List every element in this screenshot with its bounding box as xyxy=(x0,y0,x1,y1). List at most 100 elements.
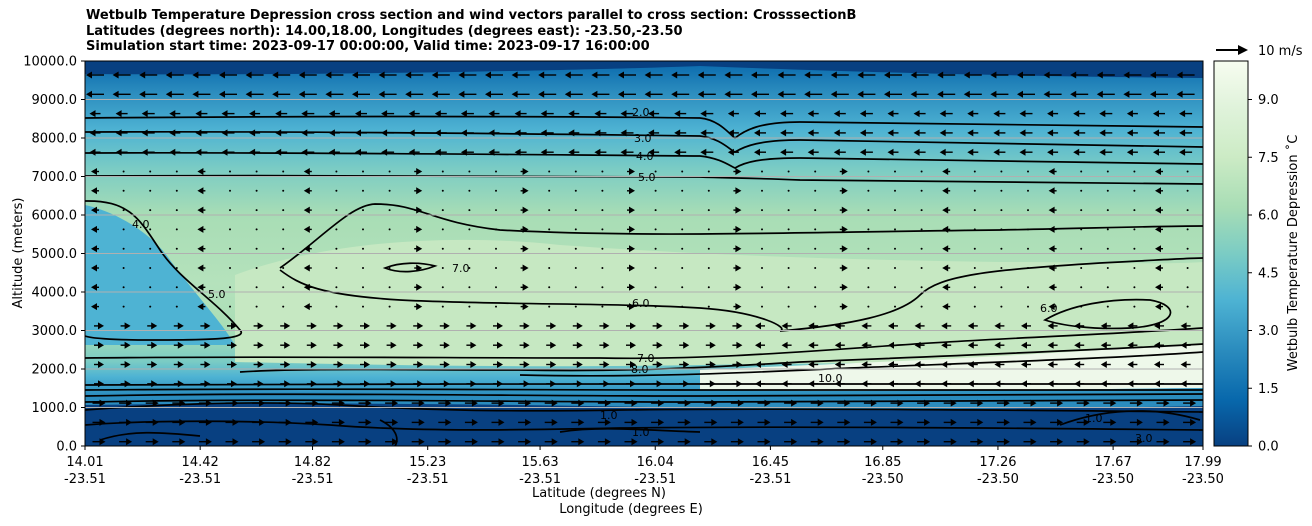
wind-arrowhead xyxy=(1123,71,1130,79)
wind-arrowhead xyxy=(470,380,477,388)
wind-dot xyxy=(920,209,923,212)
wind-arrowhead xyxy=(416,168,423,175)
wind-arrowhead xyxy=(1019,148,1026,156)
x-tick-label-lon: -23.50 xyxy=(1092,472,1134,487)
contour-line xyxy=(85,130,1203,153)
wind-dot xyxy=(920,305,923,308)
wind-arrowhead xyxy=(781,361,788,368)
wind-arrowhead xyxy=(408,148,415,156)
wind-arrowhead xyxy=(152,399,159,407)
x-tick-label-lat: 14.82 xyxy=(294,455,331,470)
wind-arrowhead xyxy=(192,71,199,79)
wind-arrowhead xyxy=(781,322,788,330)
wind-arrowhead xyxy=(1048,168,1055,175)
wind-arrowhead xyxy=(861,322,868,330)
wind-arrowhead xyxy=(977,399,984,407)
wind-arrowhead xyxy=(630,361,636,368)
wind-arrowhead xyxy=(249,148,256,156)
wind-arrowhead xyxy=(671,90,678,98)
wind-arrowhead xyxy=(124,361,131,368)
wind-dot xyxy=(894,247,896,250)
colorbar-tick-label: 4.5 xyxy=(1258,266,1279,281)
wind-arrowhead xyxy=(764,399,771,407)
wind-arrowhead xyxy=(807,129,814,137)
wind-arrowhead xyxy=(471,399,478,407)
wind-dot xyxy=(867,286,870,289)
wind-arrowhead xyxy=(141,110,148,118)
wind-arrowhead xyxy=(1180,361,1187,368)
wind-arrowhead xyxy=(674,110,681,118)
wind-dot xyxy=(654,228,657,231)
wind-arrowhead xyxy=(272,71,279,79)
contour-label: 4.0 xyxy=(132,218,150,231)
wind-arrowhead xyxy=(337,361,344,368)
wind-dot xyxy=(574,305,577,308)
wind-dot xyxy=(601,189,604,192)
wind-arrowhead xyxy=(470,322,477,330)
wind-dot xyxy=(894,189,896,192)
wind-dot xyxy=(707,170,710,173)
wind-arrowhead xyxy=(914,322,921,330)
wind-dot xyxy=(707,209,710,212)
x-tick-label-lat: 16.45 xyxy=(752,455,789,470)
wind-dot xyxy=(894,305,896,308)
wind-dot xyxy=(920,267,923,269)
wind-arrowhead xyxy=(1154,341,1160,349)
wind-dot xyxy=(574,286,577,289)
wind-arrowhead xyxy=(365,399,372,407)
wind-arrowhead xyxy=(443,380,450,388)
wind-arrowhead xyxy=(630,341,636,349)
wind-arrowhead xyxy=(630,322,636,330)
wind-dot xyxy=(122,170,125,173)
wind-arrowhead xyxy=(1150,90,1156,98)
wind-arrowhead xyxy=(1150,71,1156,79)
wind-dot xyxy=(814,189,817,192)
colorbar-tick-label: 1.5 xyxy=(1258,382,1279,397)
wind-arrowhead xyxy=(618,90,624,98)
x-tick-label-lat: 17.67 xyxy=(1095,455,1132,470)
wind-arrowhead xyxy=(523,341,530,349)
wind-dot xyxy=(894,170,896,173)
wind-dot xyxy=(1000,247,1003,250)
wind-arrowhead xyxy=(408,110,415,118)
wind-arrowhead xyxy=(416,245,423,253)
title-line-1: Wetbulb Temperature Depression cross sec… xyxy=(86,8,857,23)
wind-dot xyxy=(362,170,364,173)
wind-arrowhead xyxy=(711,438,718,446)
wind-arrowhead xyxy=(1127,322,1134,330)
contour-label: 3.0 xyxy=(634,132,652,145)
x-tick-label-lon: -23.51 xyxy=(407,472,449,487)
wind-arrowhead xyxy=(86,71,92,79)
wind-arrowhead xyxy=(1153,148,1159,156)
wind-arrowhead xyxy=(578,438,585,446)
wind-dot xyxy=(601,247,604,250)
wind-arrowhead xyxy=(231,322,237,330)
wind-arrowhead xyxy=(844,418,851,426)
wind-arrowhead xyxy=(884,90,890,98)
wind-arrowhead xyxy=(497,380,503,388)
wind-arrowhead xyxy=(417,361,424,368)
wind-arrowhead xyxy=(139,90,146,98)
colorbar-ticks: 0.0 1.5 3.0 4.5 6.0 7.5 9.0 xyxy=(1248,93,1279,455)
wind-arrowhead xyxy=(924,438,931,446)
wind-arrowhead xyxy=(1021,322,1027,330)
wind-arrowhead xyxy=(99,399,106,407)
wind-dot xyxy=(282,286,285,289)
wind-arrowhead xyxy=(538,71,545,79)
wind-arrowhead xyxy=(841,168,848,175)
wind-dot xyxy=(362,305,364,308)
wind-arrowhead xyxy=(777,71,784,79)
wind-arrowhead xyxy=(942,206,949,214)
wind-arrowhead xyxy=(523,361,530,368)
wind-arrowhead xyxy=(674,148,681,156)
wind-arrowhead xyxy=(700,129,707,137)
y-tick-label: 3000.0 xyxy=(32,324,78,339)
contour-label: 4.0 xyxy=(636,150,654,163)
wind-dot xyxy=(1106,267,1109,269)
wind-arrowhead xyxy=(232,399,239,407)
contour-line xyxy=(85,327,1203,360)
wind-dot xyxy=(973,305,976,308)
wind-arrowhead xyxy=(950,399,957,407)
wind-dot xyxy=(1186,267,1189,269)
x-tick-label-lat: 16.85 xyxy=(864,455,901,470)
